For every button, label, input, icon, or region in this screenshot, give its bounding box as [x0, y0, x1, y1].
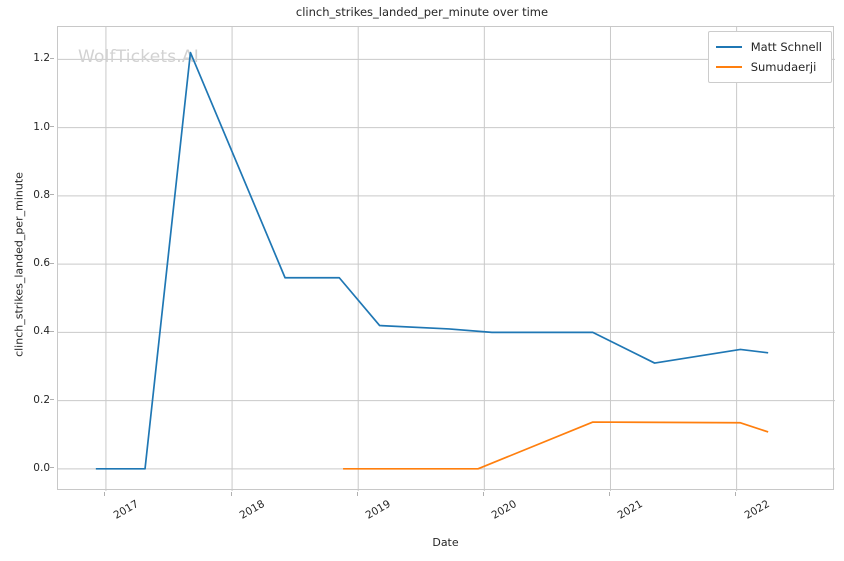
- chart-legend: Matt Schnell Sumudaerji: [707, 31, 832, 83]
- legend-entry[interactable]: Sumudaerji: [715, 57, 822, 77]
- y-tick-label: 0.0: [33, 461, 50, 474]
- y-tick-mark: [50, 330, 54, 332]
- x-tick-mark: [608, 492, 610, 496]
- y-tick-mark: [50, 262, 54, 264]
- x-axis-label: Date: [432, 536, 459, 549]
- x-tick-mark: [482, 492, 484, 496]
- y-axis-label: clinch_strikes_landed_per_minute: [12, 172, 26, 357]
- x-tick-mark: [104, 492, 106, 496]
- y-tick-mark: [50, 126, 54, 128]
- y-tick-mark: [50, 57, 54, 59]
- x-tick-label: 2022: [742, 498, 772, 522]
- x-tick-label: 2021: [616, 498, 646, 522]
- x-axis-ticks: 2017 2018 2019 2020 2021 2022: [57, 492, 834, 537]
- series-lines: [95, 51, 769, 470]
- series-line: [343, 421, 769, 470]
- legend-color-swatch: [715, 66, 742, 68]
- y-tick-mark: [50, 467, 54, 469]
- y-tick-mark: [50, 194, 54, 196]
- series-line: [95, 51, 769, 470]
- x-tick-mark: [230, 492, 232, 496]
- x-tick-label: 2017: [111, 498, 141, 522]
- y-tick-mark: [50, 399, 54, 401]
- y-tick-label: 1.2: [33, 52, 50, 65]
- x-tick-label: 2018: [237, 498, 267, 522]
- y-tick-label: 1.0: [33, 120, 50, 133]
- x-tick-mark: [356, 492, 358, 496]
- legend-color-swatch: [715, 46, 742, 48]
- y-tick-label: 0.2: [33, 393, 50, 406]
- x-tick-mark: [735, 492, 737, 496]
- y-axis-ticks: 0.0 0.2 0.4 0.6 0.8 1.0 1.2: [0, 26, 54, 490]
- legend-label: Sumudaerji: [750, 60, 817, 74]
- legend-entry[interactable]: Matt Schnell: [715, 37, 822, 57]
- grid-lines: [58, 27, 835, 491]
- legend-label: Matt Schnell: [750, 40, 822, 54]
- y-tick-label: 0.6: [33, 257, 50, 270]
- x-tick-label: 2019: [363, 498, 393, 522]
- chart-title: clinch_strikes_landed_per_minute over ti…: [295, 5, 549, 19]
- plot-area: WolfTickets.AI: [57, 26, 835, 491]
- y-tick-label: 0.4: [33, 325, 50, 338]
- x-tick-label: 2020: [489, 498, 520, 522]
- y-tick-label: 0.8: [33, 188, 50, 201]
